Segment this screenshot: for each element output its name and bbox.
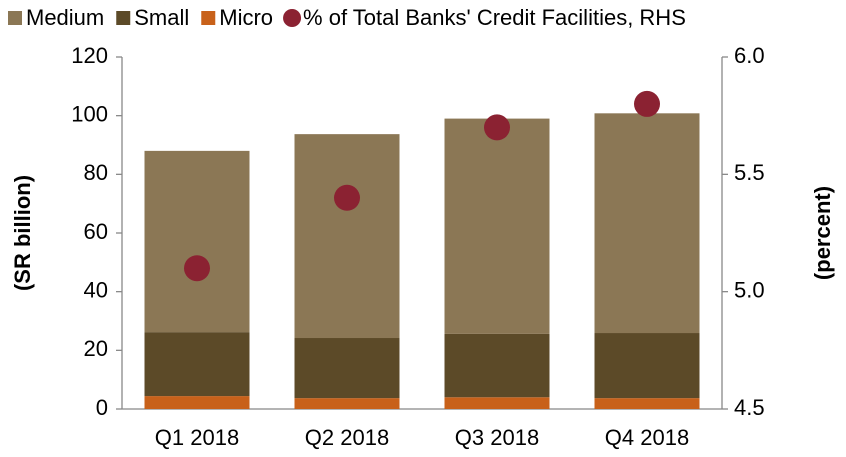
point <box>634 90 660 117</box>
bar <box>594 398 700 409</box>
y2-axis-title: (percent) <box>810 186 835 280</box>
legend-label: Medium <box>26 5 104 30</box>
y2-tick-label: 5.0 <box>734 277 765 302</box>
y-tick-label: 80 <box>84 160 108 185</box>
legend-marker <box>283 9 302 27</box>
bar <box>294 338 400 399</box>
point <box>334 184 360 211</box>
y2-tick-label: 4.5 <box>734 395 765 420</box>
bar <box>594 113 700 334</box>
legend-label: Micro <box>219 5 273 30</box>
y-tick-label: 100 <box>71 101 108 126</box>
bar <box>444 397 550 409</box>
y-tick-label: 0 <box>96 395 108 420</box>
y-tick-label: 120 <box>71 43 108 68</box>
bar <box>444 333 550 398</box>
y-axis-title: (SR billion) <box>10 175 35 291</box>
bar <box>294 398 400 409</box>
point <box>184 255 210 282</box>
y2-tick-label: 5.5 <box>734 160 765 185</box>
bar <box>594 333 700 399</box>
legend-marker <box>201 11 216 25</box>
legend-label: Small <box>134 5 189 30</box>
legend-label: % of Total Banks' Credit Facilities, RHS <box>303 5 686 30</box>
bar <box>144 150 250 333</box>
bar <box>294 134 400 339</box>
bar <box>144 332 250 397</box>
y-tick-label: 60 <box>84 219 108 244</box>
bar <box>144 396 250 409</box>
legend-marker <box>116 11 131 25</box>
point <box>484 114 510 141</box>
y-tick-label: 20 <box>84 336 108 361</box>
x-tick-label: Q1 2018 <box>155 425 239 450</box>
x-tick-label: Q4 2018 <box>605 425 689 450</box>
x-tick-label: Q2 2018 <box>305 425 389 450</box>
x-tick-label: Q3 2018 <box>455 425 539 450</box>
bar <box>444 118 550 334</box>
y2-tick-label: 6.0 <box>734 43 765 68</box>
y-tick-label: 40 <box>84 277 108 302</box>
legend-marker <box>8 11 22 25</box>
